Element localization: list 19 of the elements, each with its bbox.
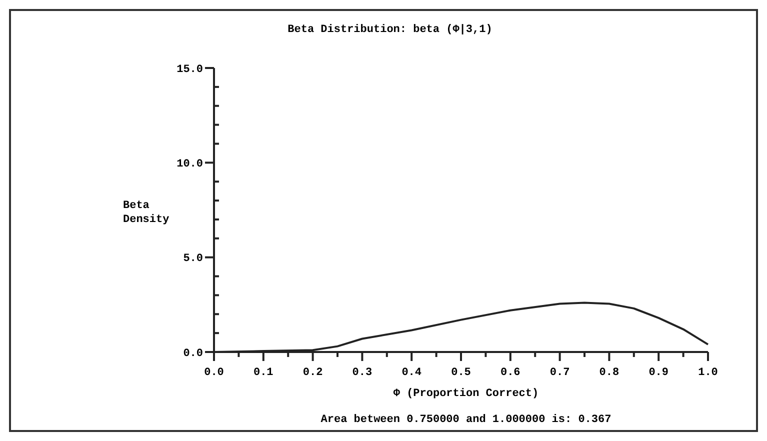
x-tick-label: 0.2 [302, 367, 323, 379]
y-tick-label: 5.0 [183, 253, 203, 266]
x-tick-label: 0.1 [253, 367, 274, 379]
y-axis-title: Beta Density [123, 200, 170, 226]
x-tick-label: 0.0 [204, 367, 224, 379]
x-tick-label: 0.7 [550, 367, 570, 379]
text: Area between 0.750000 and 1.000000 is: 0.367 [320, 414, 612, 426]
x-tick-label: 1.0 [698, 367, 718, 379]
x-axis-title: Φ (Proportion Correct) [393, 388, 539, 400]
x-tick-label: 0.4 [402, 367, 422, 379]
x-tick-label: 0.6 [500, 367, 520, 379]
chart-title: Beta Distribution: beta (Φ|3,1) [288, 24, 492, 36]
y-tick-label: 10.0 [176, 158, 203, 171]
y-tick-label: 0.0 [183, 348, 203, 360]
x-tick-label: 0.3 [352, 367, 372, 379]
y-tick-label: 15.0 [176, 64, 203, 76]
x-tick-label: 0.9 [648, 367, 669, 379]
x-tick-label: 0.5 [451, 367, 472, 379]
x-tick-label: 0.8 [599, 367, 620, 379]
